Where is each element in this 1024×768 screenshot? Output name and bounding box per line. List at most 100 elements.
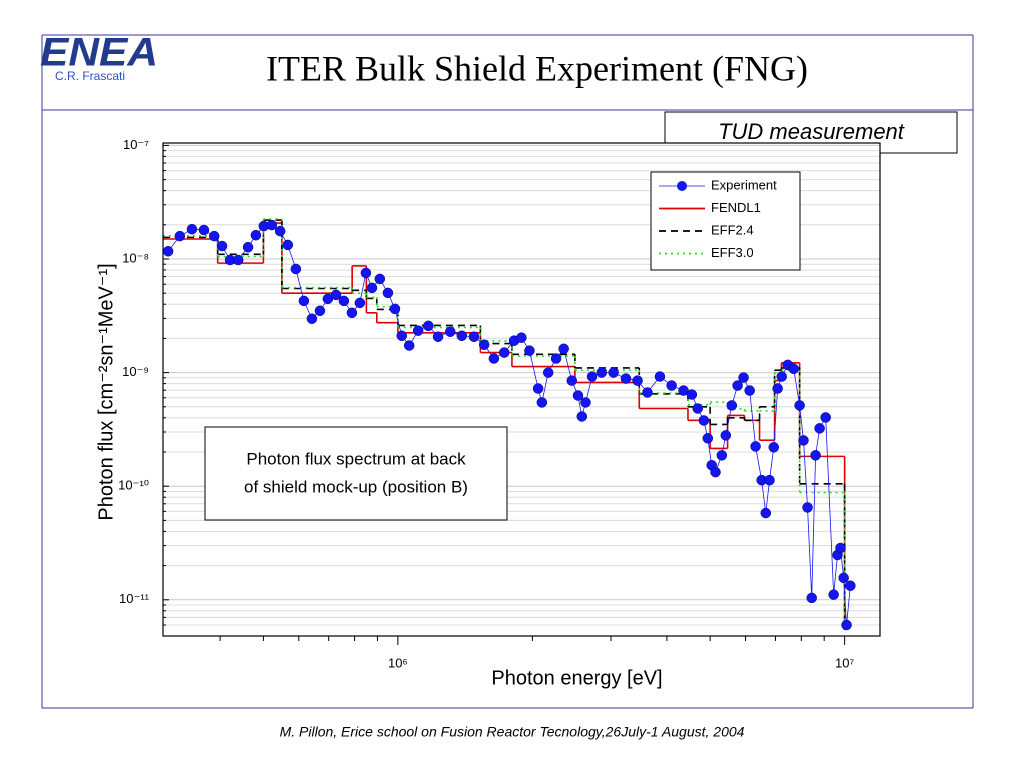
y-tick-label: 10⁻⁷: [123, 137, 149, 152]
logo-subtitle: C.R. Frascati: [55, 69, 125, 83]
legend-box: [650, 171, 801, 271]
data-point: [716, 450, 728, 461]
data-point: [478, 339, 490, 350]
data-point: [810, 450, 821, 461]
data-point: [632, 375, 643, 386]
data-point: [788, 363, 799, 375]
data-point: [776, 371, 787, 382]
data-point: [566, 375, 577, 386]
y-tick-label: 10⁻¹¹: [119, 591, 150, 606]
data-point: [702, 433, 714, 444]
x-tick-label: 10⁶: [388, 655, 408, 670]
data-point: [572, 390, 584, 401]
data-point: [750, 441, 761, 452]
data-point: [242, 241, 254, 253]
data-point: [692, 403, 703, 414]
data-point: [838, 572, 849, 584]
data-point: [620, 373, 632, 384]
data-point: [498, 347, 510, 358]
y-tick-label: 10⁻⁹: [122, 364, 149, 379]
plot-frame: [162, 142, 881, 637]
data-point: [354, 297, 366, 309]
slide-title: ITER Bulk Shield Experiment (FNG): [266, 48, 808, 88]
data-point: [423, 320, 434, 332]
data-point: [298, 295, 310, 307]
data-point: [396, 330, 407, 342]
slide-frame: [41, 34, 974, 709]
legend-marker: [677, 181, 687, 191]
data-point: [468, 331, 480, 342]
data-point: [389, 303, 401, 315]
data-point: [726, 400, 738, 411]
data-point: [558, 343, 569, 355]
data-point: [412, 325, 424, 336]
data-point: [266, 219, 278, 231]
y-tick-label: 10⁻¹⁰: [118, 478, 149, 493]
data-point: [835, 542, 846, 554]
logo: ENEA: [40, 31, 158, 75]
y-axis-label: Photon flux [cm⁻²sn⁻¹MeV⁻¹]: [95, 263, 117, 520]
data-point: [445, 326, 456, 337]
data-point: [198, 224, 210, 236]
tag-text: TUD measurement: [718, 119, 905, 144]
data-point: [845, 580, 856, 591]
data-point: [768, 442, 780, 453]
data-point: [250, 229, 262, 241]
data-point: [162, 246, 174, 257]
data-point: [314, 305, 326, 317]
data-point: [732, 380, 743, 391]
data-point: [828, 589, 839, 600]
data-point: [814, 423, 825, 434]
data-point: [841, 619, 852, 631]
data-point: [330, 289, 342, 301]
legend-label: Experiment: [711, 177, 777, 192]
data-point: [550, 353, 562, 364]
data-point: [346, 307, 358, 319]
y-tick-label: 10⁻⁸: [122, 250, 149, 265]
legend-label: EFF2.4: [711, 222, 754, 237]
data-point: [488, 353, 500, 364]
data-point: [806, 592, 817, 604]
data-point: [403, 340, 415, 351]
data-point: [360, 267, 372, 279]
legend-label: FENDL1: [711, 200, 761, 215]
data-point: [338, 295, 350, 307]
x-axis-label: Photon energy [eV]: [491, 667, 662, 689]
data-point: [596, 367, 608, 378]
data-point: [686, 389, 698, 400]
data-point: [654, 371, 666, 382]
data-point: [798, 435, 809, 446]
data-point: [744, 385, 755, 396]
data-point: [382, 287, 394, 299]
data-point: [374, 273, 386, 285]
data-point: [666, 380, 677, 391]
data-point: [698, 415, 710, 426]
data-point: [772, 383, 783, 394]
data-point: [820, 412, 831, 423]
annotation-box: [204, 426, 508, 521]
data-point: [576, 411, 588, 422]
data-point: [290, 263, 302, 275]
data-point: [306, 313, 318, 324]
legend-label: EFF3.0: [711, 245, 754, 260]
data-point: [764, 474, 775, 486]
data-point: [232, 254, 244, 266]
annotation-text: Photon flux spectrum at back: [246, 449, 466, 468]
data-point: [642, 387, 653, 398]
data-point: [720, 430, 732, 441]
chart: 10⁻⁷ 10⁻⁸ 10⁻⁹ 10⁻¹⁰ 10⁻¹¹ 10⁶ 10⁷ Photon energ…: [95, 137, 881, 689]
data-point: [366, 282, 378, 294]
data-point: [542, 367, 554, 378]
annotation-text: of shield mock-up (position B): [244, 477, 468, 496]
data-point: [580, 397, 591, 408]
series-line: [167, 224, 851, 626]
data-point: [532, 383, 544, 394]
data-point: [608, 367, 619, 378]
footer: M. Pillon, Erice school on Fusion Reacto…: [280, 724, 745, 740]
data-point: [274, 225, 286, 237]
data-point: [174, 230, 186, 242]
data-point: [536, 397, 548, 408]
data-point: [760, 507, 772, 519]
data-point: [738, 372, 749, 383]
